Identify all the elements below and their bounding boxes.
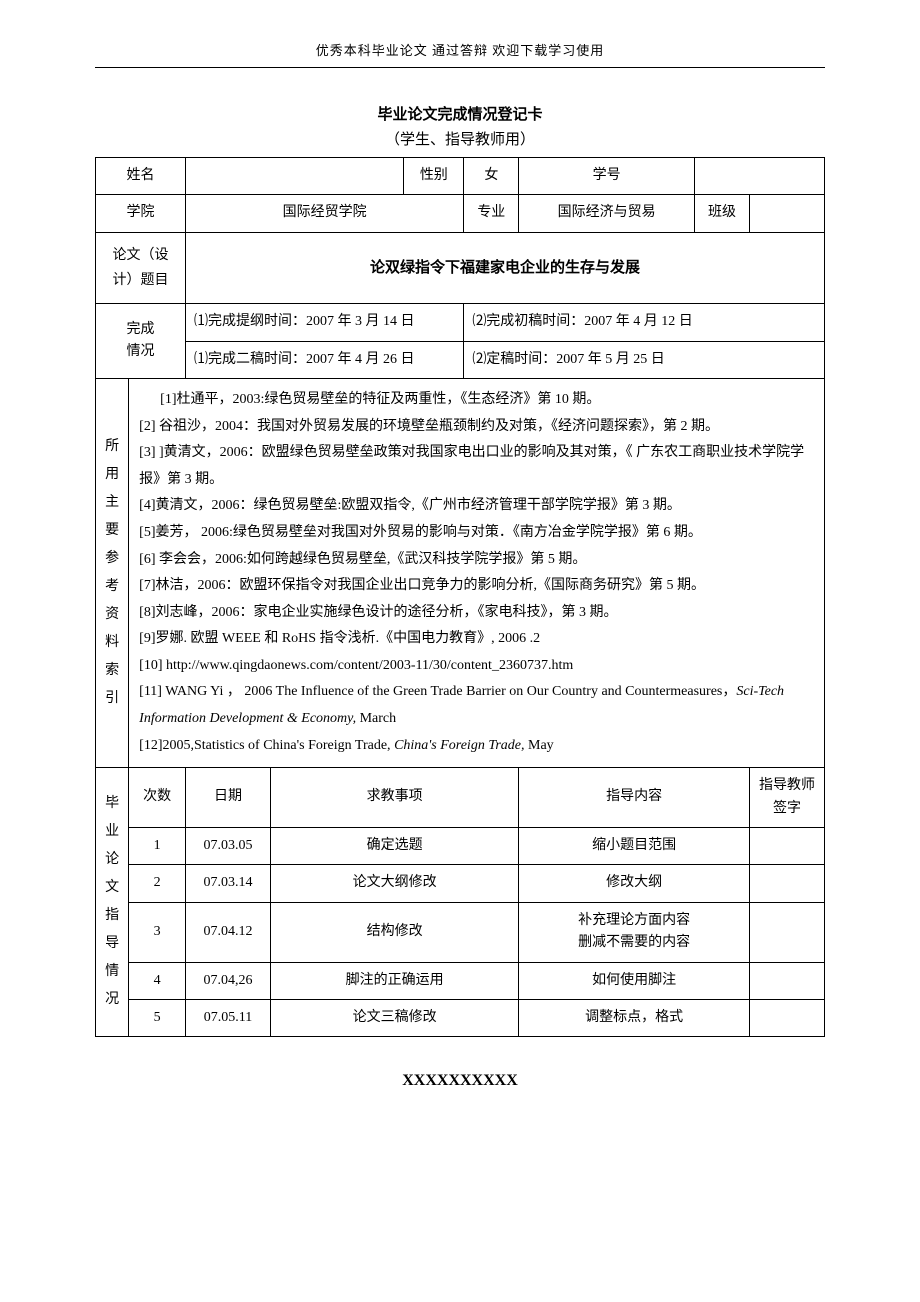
guidance-num: 4 — [129, 962, 186, 999]
value-second-draft-date: ⑴完成二稿时间：2007 年 4 月 26 日 — [186, 341, 464, 378]
references-content: [1]杜通平，2003:绿色贸易壁垒的特征及两重性，《生态经济》第 10 期。 … — [129, 378, 825, 767]
table-row: 学院 国际经贸学院 专业 国际经济与贸易 班级 — [96, 195, 825, 232]
label-thesis-title: 论文（设计）题目 — [96, 232, 186, 303]
guidance-num: 2 — [129, 865, 186, 902]
reference-item: [9]罗娜. 欧盟 WEEE 和 RoHS 指令浅析.《中国电力教育》, 200… — [139, 626, 814, 653]
label-guide-content: 指导内容 — [519, 768, 750, 828]
reference-item: [10] http://www.qingdaonews.com/content/… — [139, 653, 814, 680]
reference-item: [3] ]黄清文，2006：欧盟绿色贸易壁垒政策对我国家电出口业的影响及其对策，… — [139, 440, 814, 493]
guidance-sign — [750, 902, 825, 962]
ref-italic: China's Foreign Trade, — [394, 738, 524, 753]
reference-item: [5]姜芳， 2006:绿色贸易壁垒对我国对外贸易的影响与对策．《南方冶金学院学… — [139, 520, 814, 547]
label-guidance: 毕业论文指导情况 — [96, 768, 129, 1037]
form-subtitle: （学生、指导教师用） — [95, 128, 825, 149]
table-row: 2 07.03.14 论文大纲修改 修改大纲 — [96, 865, 825, 902]
guidance-date: 07.05.11 — [186, 999, 271, 1036]
value-student-id — [695, 158, 825, 195]
label-teacher-sign: 指导教师签字 — [750, 768, 825, 828]
reference-item: [1]杜通平，2003:绿色贸易壁垒的特征及两重性，《生态经济》第 10 期。 — [139, 387, 814, 414]
guidance-date: 07.04.12 — [186, 902, 271, 962]
table-row: 3 07.04.12 结构修改 补充理论方面内容删减不需要的内容 — [96, 902, 825, 962]
ref-text: May — [525, 738, 554, 753]
value-class — [750, 195, 825, 232]
label-date: 日期 — [186, 768, 271, 828]
value-gender: 女 — [464, 158, 519, 195]
value-name — [186, 158, 404, 195]
reference-item: [2] 谷祖沙，2004：我国对外贸易发展的环境壁垒瓶颈制约及对策，《经济问题探… — [139, 414, 814, 441]
guidance-sign — [750, 999, 825, 1036]
value-college: 国际经贸学院 — [186, 195, 464, 232]
guidance-sign — [750, 962, 825, 999]
label-references: 所用主要参考资料索引 — [96, 378, 129, 767]
guidance-item: 脚注的正确运用 — [271, 962, 519, 999]
table-row: ⑴完成二稿时间：2007 年 4 月 26 日 ⑵定稿时间：2007 年 5 月… — [96, 341, 825, 378]
guidance-item: 论文三稿修改 — [271, 999, 519, 1036]
label-consult-item: 求教事项 — [271, 768, 519, 828]
guidance-content: 调整标点，格式 — [519, 999, 750, 1036]
guidance-date: 07.03.05 — [186, 828, 271, 865]
guidance-sign — [750, 828, 825, 865]
label-student-id: 学号 — [519, 158, 695, 195]
guidance-item: 论文大纲修改 — [271, 865, 519, 902]
label-completion: 完成情况 — [96, 304, 186, 379]
reference-item: [11] WANG Yi ， 2006 The Influence of the… — [139, 679, 814, 732]
footer-placeholder: XXXXXXXXXX — [95, 1072, 825, 1090]
value-first-draft-date: ⑵完成初稿时间：2007 年 4 月 12 日 — [464, 304, 825, 341]
guidance-sign — [750, 865, 825, 902]
guidance-content: 修改大纲 — [519, 865, 750, 902]
table-row: 1 07.03.05 确定选题 缩小题目范围 — [96, 828, 825, 865]
guidance-item: 结构修改 — [271, 902, 519, 962]
table-row: 姓名 性别 女 学号 — [96, 158, 825, 195]
table-row: 毕业论文指导情况 次数 日期 求教事项 指导内容 指导教师签字 — [96, 768, 825, 828]
table-row: 论文（设计）题目 论双绿指令下福建家电企业的生存与发展 — [96, 232, 825, 303]
reference-item: [12]2005,Statistics of China's Foreign T… — [139, 733, 814, 760]
reference-item: [4]黄清文，2006：绿色贸易壁垒:欧盟双指令,《广州市经济管理干部学院学报》… — [139, 493, 814, 520]
guidance-content: 补充理论方面内容删减不需要的内容 — [519, 902, 750, 962]
ref-text: [11] WANG Yi ， 2006 The Influence of the… — [139, 684, 736, 699]
ref-text: [12]2005,Statistics of China's Foreign T… — [139, 738, 394, 753]
guidance-num: 3 — [129, 902, 186, 962]
reference-item: [8]刘志峰，2006：家电企业实施绿色设计的途径分析，《家电科技》，第 3 期… — [139, 600, 814, 627]
guidance-num: 5 — [129, 999, 186, 1036]
value-major: 国际经济与贸易 — [519, 195, 695, 232]
guidance-date: 07.03.14 — [186, 865, 271, 902]
label-college: 学院 — [96, 195, 186, 232]
table-row: 4 07.04,26 脚注的正确运用 如何使用脚注 — [96, 962, 825, 999]
label-count: 次数 — [129, 768, 186, 828]
page-header: 优秀本科毕业论文 通过答辩 欢迎下载学习使用 — [95, 40, 825, 68]
table-row: 完成情况 ⑴完成提纲时间：2007 年 3 月 14 日 ⑵完成初稿时间：200… — [96, 304, 825, 341]
guidance-num: 1 — [129, 828, 186, 865]
table-row: 所用主要参考资料索引 [1]杜通平，2003:绿色贸易壁垒的特征及两重性，《生态… — [96, 378, 825, 767]
ref-text: March — [356, 711, 396, 726]
table-row: 5 07.05.11 论文三稿修改 调整标点，格式 — [96, 999, 825, 1036]
label-major: 专业 — [464, 195, 519, 232]
guidance-date: 07.04,26 — [186, 962, 271, 999]
value-outline-date: ⑴完成提纲时间：2007 年 3 月 14 日 — [186, 304, 464, 341]
form-title: 毕业论文完成情况登记卡 — [95, 103, 825, 124]
label-gender: 性别 — [404, 158, 464, 195]
guidance-content: 如何使用脚注 — [519, 962, 750, 999]
guidance-content: 缩小题目范围 — [519, 828, 750, 865]
value-thesis-title: 论双绿指令下福建家电企业的生存与发展 — [186, 232, 825, 303]
label-class: 班级 — [695, 195, 750, 232]
reference-item: [6] 李会会，2006:如何跨越绿色贸易壁垒,《武汉科技学院学报》第 5 期。 — [139, 547, 814, 574]
label-name: 姓名 — [96, 158, 186, 195]
reference-item: [7]林洁，2006：欧盟环保指令对我国企业出口竞争力的影响分析,《国际商务研究… — [139, 573, 814, 600]
registration-table: 姓名 性别 女 学号 学院 国际经贸学院 专业 国际经济与贸易 班级 论文（设计… — [95, 157, 825, 1037]
guidance-item: 确定选题 — [271, 828, 519, 865]
value-final-date: ⑵定稿时间：2007 年 5 月 25 日 — [464, 341, 825, 378]
